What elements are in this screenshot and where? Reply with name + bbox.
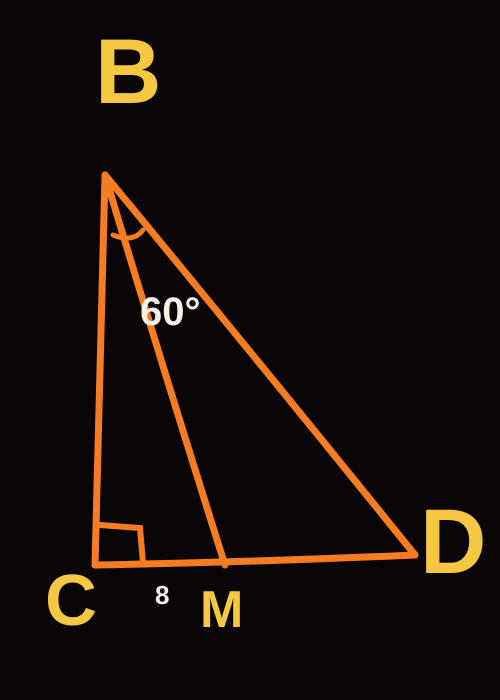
geometry-diagram [0,0,500,700]
angle-arc [113,230,143,238]
right-angle-marker [100,525,143,563]
edge-bc [95,175,105,565]
edge-bm [105,175,225,565]
edge-db [105,175,415,555]
